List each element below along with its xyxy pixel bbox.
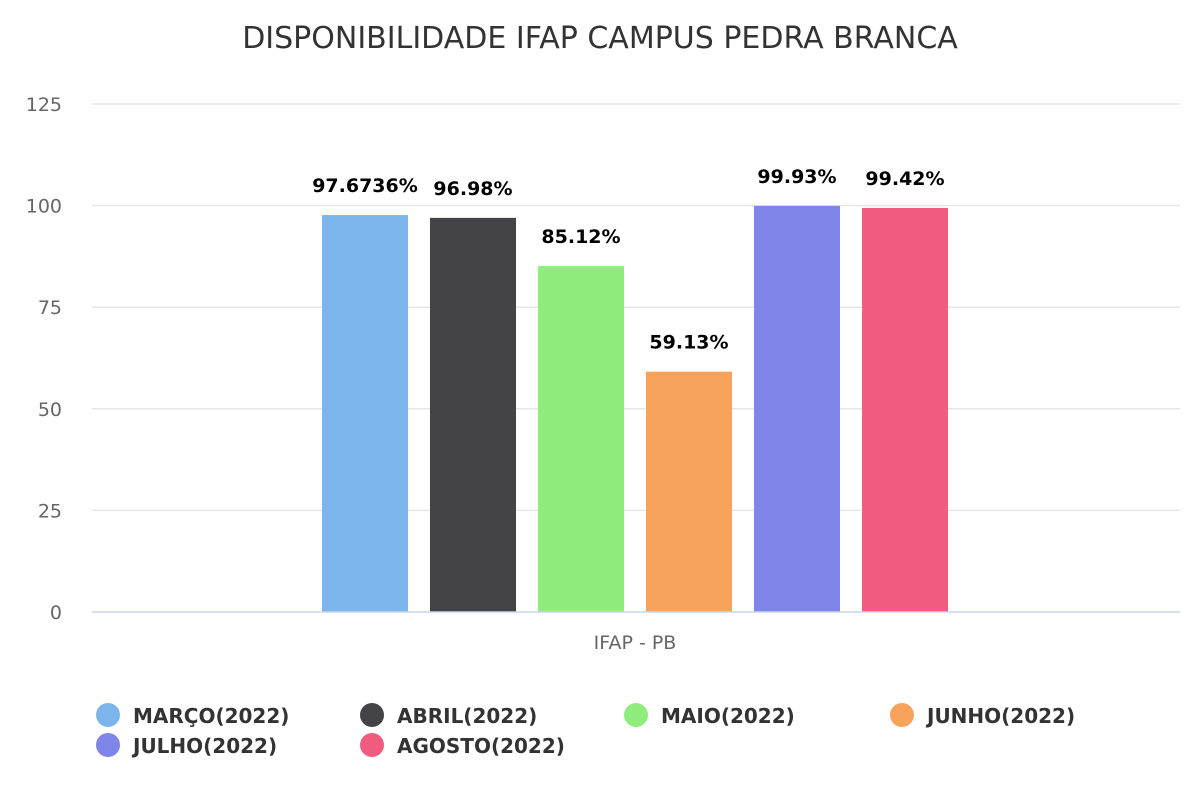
bar-julho-2022[interactable] [754,205,840,613]
legend-marker [624,703,648,727]
bar-maio-2022[interactable] [538,266,624,612]
y-tick-label: 25 [38,500,62,522]
legend-marker [890,703,914,727]
legend-label: ABRIL(2022) [397,704,537,728]
chart-title: DISPONIBILIDADE IFAP CAMPUS PEDRA BRANCA [242,21,958,56]
data-label: 99.93% [757,166,836,188]
legend-item-junho-2022[interactable]: JUNHO(2022) [890,703,1075,728]
legend-item-abril-2022[interactable]: ABRIL(2022) [360,703,537,728]
bar-agosto-2022[interactable] [862,207,948,612]
y-axis-ticks: 0 25 50 75 100 125 [26,94,62,624]
legend-item-julho-2022[interactable]: JULHO(2022) [96,733,277,758]
y-tick-label: 0 [50,602,62,624]
data-label: 99.42% [865,168,944,190]
y-tick-label: 75 [38,297,62,319]
x-category-label: IFAP - PB [594,632,677,654]
data-label: 85.12% [541,226,620,248]
bar-junho-2022[interactable] [646,371,732,612]
bar-abril-2022[interactable] [430,217,516,612]
legend-item-agosto-2022[interactable]: AGOSTO(2022) [360,733,565,758]
x-axis: IFAP - PB [92,611,1180,654]
legend-label: AGOSTO(2022) [397,734,565,758]
legend-label: JUNHO(2022) [925,704,1075,728]
data-label: 96.98% [433,178,512,200]
data-labels: 97.6736% 96.98% 85.12% 59.13% 99.93% 99.42% [312,166,944,354]
legend-label: JULHO(2022) [131,734,277,758]
legend-marker [360,733,384,757]
data-label: 59.13% [649,332,728,354]
legend: MARÇO(2022) ABRIL(2022) MAIO(2022) JUNHO(20… [96,703,1075,758]
bars [322,205,948,613]
legend-label: MAIO(2022) [661,704,795,728]
legend-marker [360,703,384,727]
legend-marker [96,703,120,727]
y-tick-label: 100 [26,196,62,218]
legend-label: MARÇO(2022) [133,704,289,728]
y-tick-label: 50 [38,399,62,421]
legend-item-maio-2022[interactable]: MAIO(2022) [624,703,795,728]
y-tick-label: 125 [26,94,62,116]
gridlines [92,103,1180,512]
data-label: 97.6736% [312,175,418,197]
legend-marker [96,733,120,757]
legend-item-mar-o-2022[interactable]: MARÇO(2022) [96,703,289,728]
bar-mar-o-2022[interactable] [322,215,408,612]
